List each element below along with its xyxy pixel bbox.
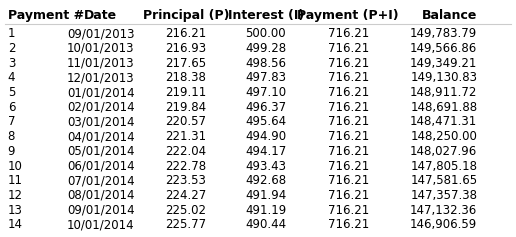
Text: 149,783.79: 149,783.79 xyxy=(410,27,477,40)
Text: 147,805.18: 147,805.18 xyxy=(410,160,477,173)
Text: 10/01/2013: 10/01/2013 xyxy=(67,42,134,55)
Text: 716.21: 716.21 xyxy=(328,86,369,99)
Text: 220.57: 220.57 xyxy=(165,115,206,128)
Text: 4: 4 xyxy=(8,71,15,84)
Text: 494.90: 494.90 xyxy=(245,130,286,143)
Text: 716.21: 716.21 xyxy=(328,160,369,173)
Text: 716.21: 716.21 xyxy=(328,71,369,84)
Text: 221.31: 221.31 xyxy=(165,130,206,143)
Text: 493.43: 493.43 xyxy=(245,160,286,173)
Text: 8: 8 xyxy=(8,130,15,143)
Text: 216.21: 216.21 xyxy=(165,27,206,40)
Text: 491.19: 491.19 xyxy=(245,204,286,217)
Text: 222.04: 222.04 xyxy=(165,145,206,158)
Text: 05/01/2014: 05/01/2014 xyxy=(67,145,134,158)
Text: 09/01/2014: 09/01/2014 xyxy=(67,204,135,217)
Text: 148,691.88: 148,691.88 xyxy=(410,101,477,114)
Text: 716.21: 716.21 xyxy=(328,145,369,158)
Text: 498.56: 498.56 xyxy=(245,57,286,70)
Text: Principal (P): Principal (P) xyxy=(142,9,229,23)
Text: 147,132.36: 147,132.36 xyxy=(410,204,477,217)
Text: 716.21: 716.21 xyxy=(328,218,369,231)
Text: 219.84: 219.84 xyxy=(165,101,206,114)
Text: Payment #: Payment # xyxy=(8,9,84,23)
Text: 147,357.38: 147,357.38 xyxy=(410,189,477,202)
Text: 149,130.83: 149,130.83 xyxy=(410,71,477,84)
Text: 491.94: 491.94 xyxy=(245,189,286,202)
Text: 11: 11 xyxy=(8,174,23,187)
Text: 716.21: 716.21 xyxy=(328,174,369,187)
Text: 216.93: 216.93 xyxy=(165,42,206,55)
Text: 495.64: 495.64 xyxy=(245,115,286,128)
Text: 217.65: 217.65 xyxy=(165,57,206,70)
Text: 01/01/2014: 01/01/2014 xyxy=(67,86,135,99)
Text: 716.21: 716.21 xyxy=(328,101,369,114)
Text: 149,349.21: 149,349.21 xyxy=(410,57,477,70)
Text: 225.02: 225.02 xyxy=(165,204,206,217)
Text: 04/01/2014: 04/01/2014 xyxy=(67,130,135,143)
Text: 09/01/2013: 09/01/2013 xyxy=(67,27,134,40)
Text: 716.21: 716.21 xyxy=(328,115,369,128)
Text: 218.38: 218.38 xyxy=(165,71,206,84)
Text: 3: 3 xyxy=(8,57,15,70)
Text: 06/01/2014: 06/01/2014 xyxy=(67,160,135,173)
Text: 07/01/2014: 07/01/2014 xyxy=(67,174,135,187)
Text: 223.53: 223.53 xyxy=(165,174,206,187)
Text: 490.44: 490.44 xyxy=(245,218,286,231)
Text: 12/01/2013: 12/01/2013 xyxy=(67,71,135,84)
Text: 148,250.00: 148,250.00 xyxy=(410,130,477,143)
Text: 14: 14 xyxy=(8,218,23,231)
Text: 497.10: 497.10 xyxy=(245,86,286,99)
Text: 9: 9 xyxy=(8,145,15,158)
Text: 1: 1 xyxy=(8,27,15,40)
Text: 148,471.31: 148,471.31 xyxy=(410,115,477,128)
Text: Balance: Balance xyxy=(422,9,477,23)
Text: 11/01/2013: 11/01/2013 xyxy=(67,57,135,70)
Text: Payment (P+I): Payment (P+I) xyxy=(298,9,399,23)
Text: 499.28: 499.28 xyxy=(245,42,286,55)
Text: 147,581.65: 147,581.65 xyxy=(410,174,477,187)
Text: 5: 5 xyxy=(8,86,15,99)
Text: 219.11: 219.11 xyxy=(165,86,206,99)
Text: 149,566.86: 149,566.86 xyxy=(410,42,477,55)
Text: 6: 6 xyxy=(8,101,15,114)
Text: 500.00: 500.00 xyxy=(246,27,286,40)
Text: 148,911.72: 148,911.72 xyxy=(410,86,477,99)
Text: 716.21: 716.21 xyxy=(328,27,369,40)
Text: 494.17: 494.17 xyxy=(245,145,286,158)
Text: 10: 10 xyxy=(8,160,23,173)
Text: 03/01/2014: 03/01/2014 xyxy=(67,115,134,128)
Text: Date: Date xyxy=(84,9,117,23)
Text: 146,906.59: 146,906.59 xyxy=(410,218,477,231)
Text: 496.37: 496.37 xyxy=(245,101,286,114)
Text: 716.21: 716.21 xyxy=(328,204,369,217)
Text: 7: 7 xyxy=(8,115,15,128)
Text: 716.21: 716.21 xyxy=(328,42,369,55)
Text: Interest (I): Interest (I) xyxy=(228,9,304,23)
Text: 716.21: 716.21 xyxy=(328,189,369,202)
Text: 497.83: 497.83 xyxy=(245,71,286,84)
Text: 10/01/2014: 10/01/2014 xyxy=(67,218,135,231)
Text: 2: 2 xyxy=(8,42,15,55)
Text: 12: 12 xyxy=(8,189,23,202)
Text: 02/01/2014: 02/01/2014 xyxy=(67,101,135,114)
Text: 716.21: 716.21 xyxy=(328,130,369,143)
Text: 224.27: 224.27 xyxy=(165,189,206,202)
Text: 225.77: 225.77 xyxy=(165,218,206,231)
Text: 492.68: 492.68 xyxy=(245,174,286,187)
Text: 222.78: 222.78 xyxy=(165,160,206,173)
Text: 08/01/2014: 08/01/2014 xyxy=(67,189,134,202)
Text: 148,027.96: 148,027.96 xyxy=(410,145,477,158)
Text: 716.21: 716.21 xyxy=(328,57,369,70)
Text: 13: 13 xyxy=(8,204,23,217)
